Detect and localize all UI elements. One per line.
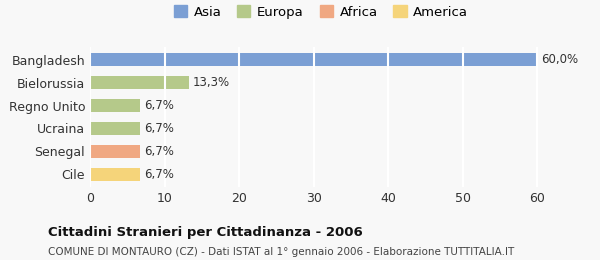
Bar <box>90 53 537 66</box>
Bar <box>90 122 140 135</box>
Text: 6,7%: 6,7% <box>143 145 173 158</box>
Text: 6,7%: 6,7% <box>143 99 173 112</box>
Text: 6,7%: 6,7% <box>143 122 173 135</box>
Bar <box>90 145 140 158</box>
Text: 13,3%: 13,3% <box>193 76 230 89</box>
Text: 6,7%: 6,7% <box>143 168 173 181</box>
Bar <box>90 76 189 89</box>
Bar <box>90 168 140 181</box>
Text: COMUNE DI MONTAURO (CZ) - Dati ISTAT al 1° gennaio 2006 - Elaborazione TUTTITALI: COMUNE DI MONTAURO (CZ) - Dati ISTAT al … <box>48 247 514 257</box>
Bar <box>90 99 140 112</box>
Legend: Asia, Europa, Africa, America: Asia, Europa, Africa, America <box>169 0 473 24</box>
Text: Cittadini Stranieri per Cittadinanza - 2006: Cittadini Stranieri per Cittadinanza - 2… <box>48 226 363 239</box>
Text: 60,0%: 60,0% <box>541 53 578 66</box>
